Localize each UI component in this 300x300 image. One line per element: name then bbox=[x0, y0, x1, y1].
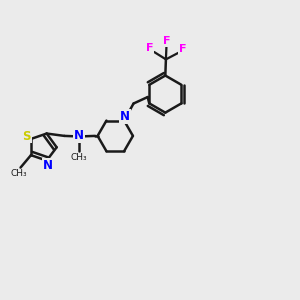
Text: N: N bbox=[43, 159, 52, 172]
Text: N: N bbox=[120, 110, 130, 123]
Text: S: S bbox=[22, 130, 31, 142]
Text: N: N bbox=[74, 129, 84, 142]
Text: CH₃: CH₃ bbox=[71, 153, 87, 162]
Text: F: F bbox=[178, 44, 186, 54]
Text: F: F bbox=[146, 44, 154, 53]
Text: CH₃: CH₃ bbox=[11, 169, 27, 178]
Text: F: F bbox=[163, 36, 170, 46]
